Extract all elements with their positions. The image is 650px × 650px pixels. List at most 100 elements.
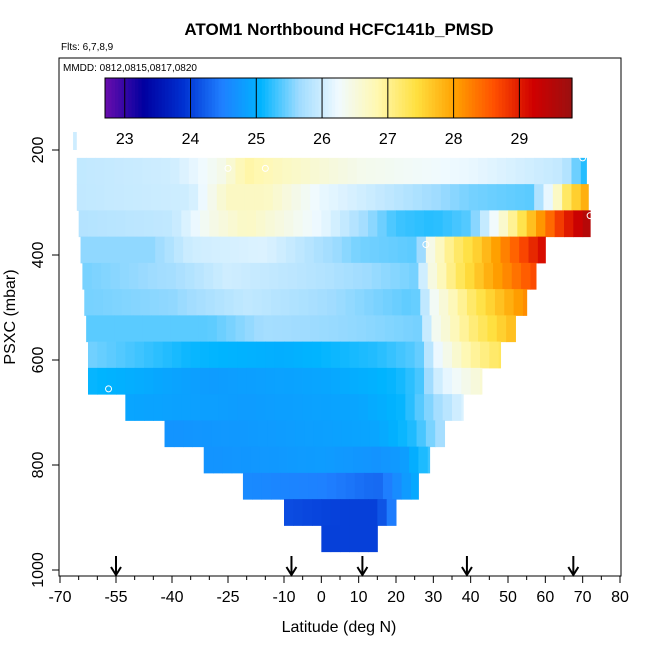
colorbar-swatch — [561, 78, 566, 118]
heatmap-cell — [431, 315, 442, 343]
heatmap-cell — [200, 394, 210, 421]
heatmap-cell — [468, 157, 479, 185]
heatmap-cell — [386, 367, 397, 395]
heatmap-cell — [267, 420, 278, 448]
heatmap-cell — [397, 236, 408, 264]
heatmap-cell — [377, 341, 388, 369]
heatmap-cell — [140, 289, 151, 316]
heatmap-cell — [382, 289, 393, 316]
heatmap-cell — [254, 157, 264, 185]
heatmap-cell — [522, 289, 528, 316]
heatmap-cell — [414, 341, 425, 369]
heatmap-cell — [470, 210, 481, 238]
heatmap-cell — [134, 341, 145, 369]
sample-marker — [357, 561, 365, 569]
colorbar-swatch — [388, 78, 393, 118]
heatmap-cell — [313, 420, 324, 448]
heatmap-cell — [338, 157, 348, 185]
colorbar-swatch — [235, 78, 240, 118]
heatmap-cell — [102, 289, 113, 316]
heatmap-cell — [192, 236, 203, 264]
heatmap-cell — [235, 315, 246, 343]
heatmap-cell — [489, 210, 500, 238]
heatmap-cell — [340, 499, 350, 526]
heatmap-cell — [194, 262, 205, 290]
heatmap-cell — [455, 262, 466, 290]
heatmap-cell — [300, 184, 311, 211]
heatmap-cell — [254, 315, 264, 343]
heatmap-cell — [220, 420, 231, 448]
heatmap-cell — [321, 499, 332, 526]
heatmap-cell — [396, 367, 406, 395]
heatmap-cell — [246, 341, 257, 369]
heatmap-cell — [99, 236, 110, 264]
heatmap-cell — [506, 157, 516, 185]
heatmap-cell — [390, 262, 401, 290]
heatmap-cell — [265, 210, 276, 238]
x-tick-label: -25 — [216, 589, 239, 606]
heatmap-cell — [218, 394, 229, 421]
heatmap-cell — [452, 341, 462, 369]
colorbar-swatch — [495, 78, 500, 118]
heatmap-cell — [498, 210, 509, 238]
colorbar-swatch — [178, 78, 183, 118]
heatmap-cell — [211, 236, 222, 264]
heatmap-cell — [142, 315, 152, 343]
heatmap-cell — [377, 394, 388, 421]
heatmap-cell — [222, 262, 233, 290]
heatmap-cell — [73, 132, 77, 150]
heatmap-cell — [334, 262, 345, 290]
heatmap-cell — [116, 367, 126, 395]
sample-markers — [105, 154, 594, 569]
heatmap-cell — [442, 210, 453, 238]
colorbar-swatch — [218, 78, 223, 118]
heatmap-cell — [190, 367, 201, 395]
heatmap-cell — [543, 157, 554, 185]
colorbar-tick-label: 25 — [247, 131, 265, 148]
heatmap-cell — [116, 210, 126, 238]
heatmap-cell — [321, 210, 332, 238]
heatmap-cell — [390, 446, 401, 474]
heatmap-cell — [343, 446, 354, 474]
heatmap-cell — [298, 289, 309, 316]
heatmap-cell — [360, 236, 371, 264]
heatmap-cell — [573, 210, 584, 238]
heatmap-cell — [106, 367, 117, 395]
y-tick-label: 200 — [30, 137, 47, 164]
heatmap-cell — [368, 394, 378, 421]
heatmap-cell — [134, 210, 145, 238]
heatmap-cell — [330, 499, 341, 526]
heatmap-cell — [207, 315, 218, 343]
heatmap-cell — [274, 341, 285, 369]
heatmap-cell — [263, 157, 274, 185]
heatmap-cell — [394, 315, 404, 343]
colorbar-swatch — [128, 78, 133, 118]
heatmap-cell — [465, 262, 475, 290]
colorbar-swatch — [161, 78, 166, 118]
heatmap-cell — [280, 472, 291, 500]
heatmap-cell — [504, 289, 515, 316]
heatmap-cell — [340, 367, 350, 395]
colorbar-swatch — [418, 78, 423, 118]
heatmap-cell — [384, 157, 395, 185]
colorbar-swatch — [435, 78, 440, 118]
heatmap-cell — [416, 420, 427, 448]
heatmap-cell — [371, 446, 382, 474]
heatmap-cell — [334, 446, 345, 474]
heatmap-cell — [130, 289, 141, 316]
heatmap-cell — [300, 157, 311, 185]
heatmap-cell — [399, 446, 410, 474]
heatmap-cell — [293, 341, 304, 369]
heatmap-cell — [181, 367, 192, 395]
x-axis: -70 -55 -40 -25 -10 0 10 20 30 40 50 60 70 80 — [48, 575, 629, 606]
heatmap-cell — [222, 446, 233, 474]
colorbar-swatch — [201, 78, 206, 118]
heatmap-cell — [394, 157, 404, 185]
heatmap-cell — [274, 367, 285, 395]
heatmap-cell — [321, 525, 332, 553]
heatmap-cell — [356, 157, 367, 185]
colorbar-swatch — [268, 78, 273, 118]
heatmap-cell — [403, 157, 414, 185]
heatmap-cell — [470, 341, 481, 369]
heatmap-cell — [433, 394, 444, 421]
